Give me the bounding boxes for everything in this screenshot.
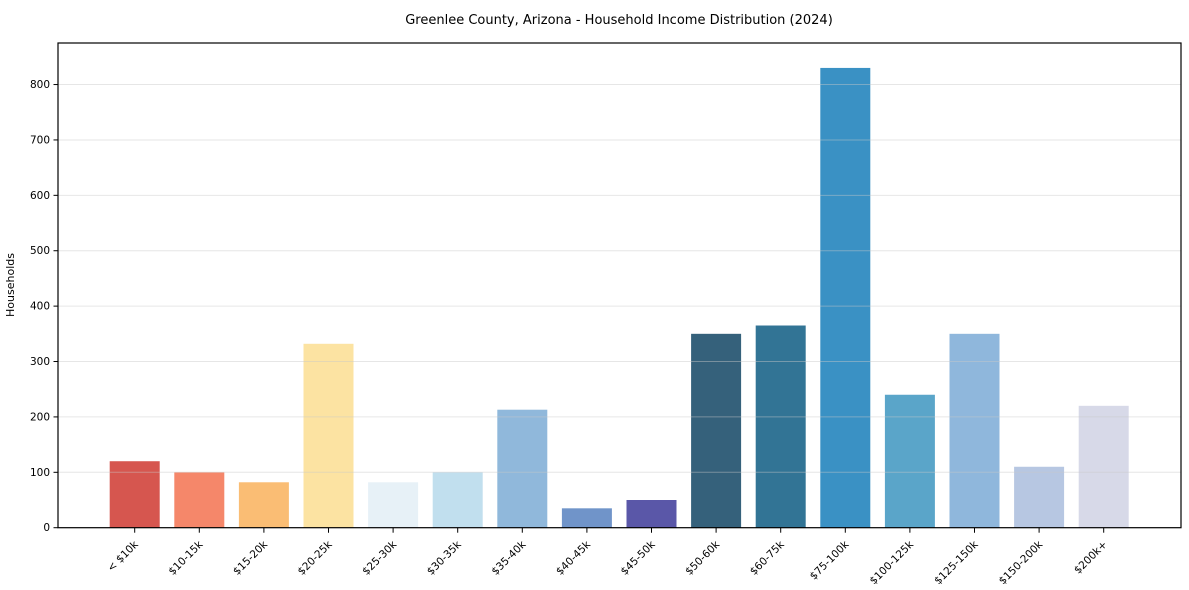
- x-tick-label-$60-75k: $60-75k: [748, 538, 788, 578]
- x-tick-label-$15-20k: $15-20k: [231, 538, 271, 578]
- y-tick-label-0: 0: [43, 522, 50, 534]
- x-tick-label-< $10k: < $10k: [105, 538, 141, 574]
- bar-$40-45k: [561, 508, 612, 528]
- y-tick-label-100: 100: [30, 467, 50, 479]
- x-tick-label-$125-150k: $125-150k: [932, 538, 981, 587]
- y-tick-label-600: 600: [30, 190, 50, 202]
- y-tick-label-700: 700: [30, 134, 50, 146]
- bar-$30-35k: [432, 472, 483, 528]
- y-tick-label-500: 500: [30, 245, 50, 257]
- y-tick-label-200: 200: [30, 411, 50, 423]
- bar-$15-20k: [238, 482, 289, 528]
- y-axis-label: Households: [4, 253, 17, 317]
- bar-$35-40k: [497, 409, 548, 528]
- x-tick-label-$40-45k: $40-45k: [554, 538, 594, 578]
- y-tick-label-300: 300: [30, 356, 50, 368]
- x-tick-label-$100-125k: $100-125k: [867, 538, 916, 587]
- x-tick-label-$20-25k: $20-25k: [296, 538, 336, 578]
- x-tick-label-$25-30k: $25-30k: [360, 538, 400, 578]
- x-tick-label-$30-35k: $30-35k: [425, 538, 465, 578]
- bar-$50-60k: [691, 333, 742, 528]
- x-tick-label-$10-15k: $10-15k: [166, 538, 206, 578]
- bar-$75-100k: [820, 67, 871, 528]
- bar-$125-150k: [949, 333, 1000, 528]
- bar-$150-200k: [1014, 466, 1065, 528]
- bar-< $10k: [109, 461, 160, 528]
- x-tick-label-$35-40k: $35-40k: [489, 538, 529, 578]
- x-tick-label-$45-50k: $45-50k: [619, 538, 659, 578]
- bar-$10-15k: [174, 472, 225, 528]
- x-tick-label-$50-60k: $50-60k: [683, 538, 723, 578]
- bar-$100-125k: [884, 394, 935, 528]
- x-tick-label-$200k+: $200k+: [1072, 539, 1110, 577]
- y-tick-label-400: 400: [30, 301, 50, 313]
- bar-$60-75k: [755, 325, 806, 528]
- plot-area: 0 100 200 300 400 500 600 700 800 < $10k $10-15k $1…: [30, 42, 1182, 587]
- chart-title: Greenlee County, Arizona - Household Inc…: [405, 13, 833, 28]
- plot-frame: [57, 42, 1182, 529]
- x-tick-label-$75-100k: $75-100k: [808, 538, 852, 582]
- bar-$45-50k: [626, 500, 677, 528]
- y-tick-label-800: 800: [30, 79, 50, 91]
- bar-$20-25k: [303, 343, 354, 528]
- bar-$200k+: [1078, 405, 1129, 528]
- bar-$25-30k: [368, 482, 419, 528]
- x-tick-label-$150-200k: $150-200k: [997, 538, 1046, 587]
